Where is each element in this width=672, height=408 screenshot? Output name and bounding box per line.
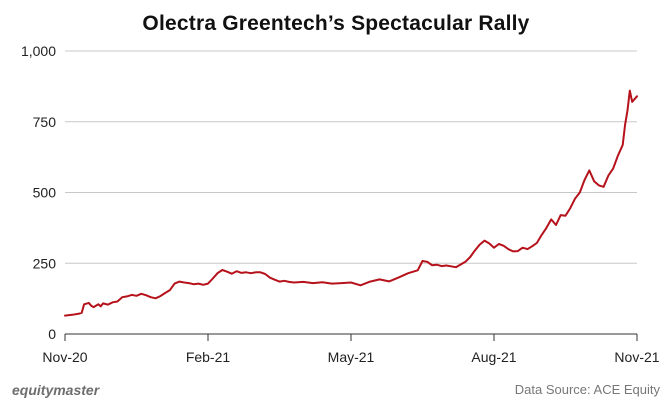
series-line	[64, 89, 638, 317]
y-tick-label: 1,000	[21, 43, 56, 59]
y-axis: 0 250 500 750 1,000	[21, 43, 56, 342]
plot-area	[64, 89, 638, 317]
x-tick-label: Nov-20	[42, 349, 87, 365]
y-tick-label: 0	[48, 326, 56, 342]
brand-logo: equitymaster	[12, 382, 100, 398]
x-axis: Nov-20 Feb-21 May-21 Aug-21 Nov-21	[42, 333, 660, 365]
y-tick-label: 750	[33, 114, 57, 130]
x-tick-label: Feb-21	[186, 349, 231, 365]
x-tick-label: Nov-21	[614, 349, 659, 365]
y-tick-label: 500	[33, 185, 57, 201]
y-tick-label: 250	[33, 255, 57, 271]
x-tick-label: Aug-21	[471, 349, 516, 365]
x-tick-label: May-21	[328, 349, 375, 365]
gridlines	[65, 50, 637, 264]
chart-title: Olectra Greentech’s Spectacular Rally	[142, 12, 530, 35]
data-source-note: Data Source: ACE Equity	[514, 382, 660, 397]
